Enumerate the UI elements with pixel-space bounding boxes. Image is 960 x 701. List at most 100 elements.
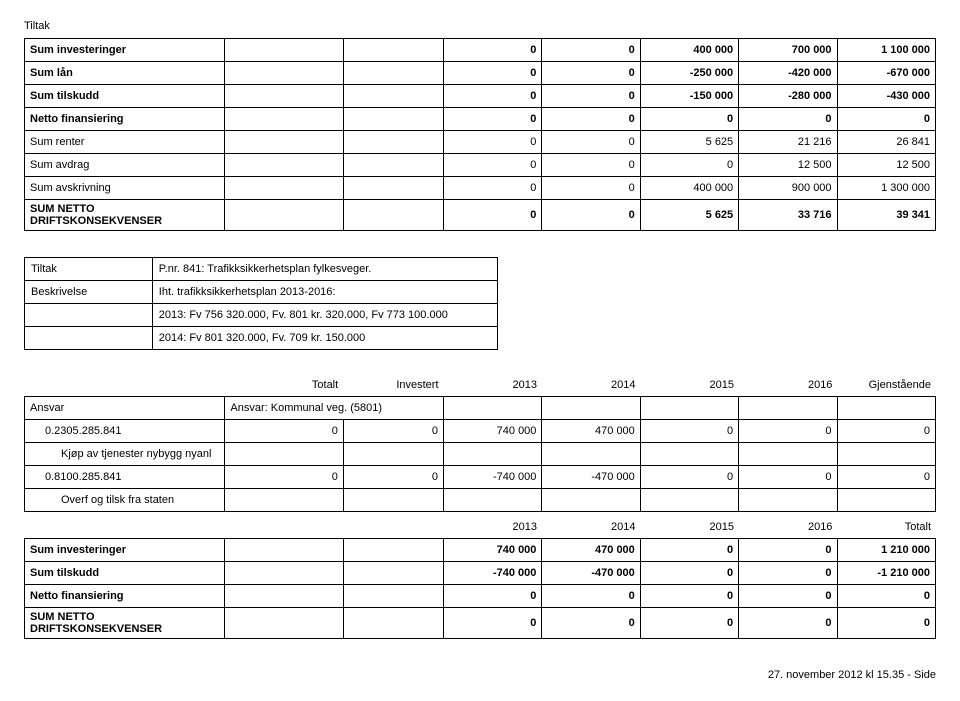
cell: 0 [343, 420, 443, 443]
cell [343, 62, 443, 85]
cell: -280 000 [739, 85, 837, 108]
table-row: 2014: Fv 801 320.000, Fv. 709 kr. 150.00… [25, 327, 498, 350]
ansvar-code: 0.2305.285.841 [25, 420, 225, 443]
cell: 0 [640, 420, 738, 443]
ansvar-code: 0.8100.285.841 [25, 466, 225, 489]
desc-key: Beskrivelse [25, 281, 153, 304]
ansvar-sub-row: Overf og tilsk fra staten [25, 489, 936, 512]
cell: 12 500 [739, 154, 837, 177]
cell [225, 108, 343, 131]
cell: 0 [837, 585, 935, 608]
cell: 0 [444, 200, 542, 231]
table-row: BeskrivelseIht. trafikksikkerhetsplan 20… [25, 281, 498, 304]
cell: -1 210 000 [837, 562, 935, 585]
cell: 21 216 [739, 131, 837, 154]
cell: 0 [542, 62, 640, 85]
description-table: TiltakP.nr. 841: Trafikksikkerhetsplan f… [24, 257, 498, 350]
cell: Sum tilskudd [25, 85, 225, 108]
cell: Sum lån [25, 62, 225, 85]
col-investert: Investert [343, 374, 443, 396]
cell: 1 210 000 [837, 539, 935, 562]
cell [343, 585, 443, 608]
cell: 0 [739, 539, 837, 562]
cell: 0 [542, 200, 640, 231]
cell: 470 000 [542, 539, 640, 562]
cell: 0 [739, 608, 837, 639]
table-row: Sum investeringer740 000470 000001 210 0… [25, 539, 936, 562]
cell [640, 443, 738, 466]
cell: -470 000 [542, 466, 640, 489]
cell: 0 [444, 39, 542, 62]
cell: 0 [640, 108, 738, 131]
cell: 0 [739, 466, 837, 489]
table-row: 2013: Fv 756 320.000, Fv. 801 kr. 320.00… [25, 304, 498, 327]
cell: 400 000 [640, 177, 738, 200]
cell [343, 131, 443, 154]
cell [225, 562, 343, 585]
cell: 39 341 [837, 200, 935, 231]
cell [542, 489, 640, 512]
cell: SUM NETTO DRIFTSKONSEKVENSER [25, 608, 225, 639]
cell: 1 100 000 [837, 39, 935, 62]
cell [837, 443, 935, 466]
cell: 0 [542, 154, 640, 177]
cell: -470 000 [542, 562, 640, 585]
cell [837, 489, 935, 512]
col-2013: 2013 [444, 374, 542, 396]
cell: -150 000 [640, 85, 738, 108]
cell: 5 625 [640, 131, 738, 154]
table-row: Sum investeringer00400 000700 0001 100 0… [25, 39, 936, 62]
cell: 0 [444, 608, 542, 639]
cell: -430 000 [837, 85, 935, 108]
table-row: Sum renter005 62521 21626 841 [25, 131, 936, 154]
cell: Sum avskrivning [25, 177, 225, 200]
cell [225, 154, 343, 177]
page-footer: 27. november 2012 kl 15.35 - Side [24, 669, 936, 681]
cell: -250 000 [640, 62, 738, 85]
cell: 0 [640, 562, 738, 585]
cell [225, 200, 343, 231]
cell: 0 [343, 466, 443, 489]
cell: 740 000 [444, 420, 542, 443]
cell [343, 539, 443, 562]
summary2-header: 2013 2014 2015 2016 Totalt [24, 516, 936, 538]
cell: 900 000 [739, 177, 837, 200]
desc-key: Tiltak [25, 258, 153, 281]
table-row: Sum tilskudd-740 000-470 00000-1 210 000 [25, 562, 936, 585]
cell: 0 [444, 108, 542, 131]
cell [640, 397, 738, 420]
cell: -740 000 [444, 466, 542, 489]
col-2015: 2015 [640, 374, 738, 396]
cell [225, 489, 343, 512]
col2-2014: 2014 [542, 516, 640, 538]
desc-key [25, 327, 153, 350]
table-row: TiltakP.nr. 841: Trafikksikkerhetsplan f… [25, 258, 498, 281]
cell: 0 [444, 585, 542, 608]
cell [343, 562, 443, 585]
cell [225, 85, 343, 108]
cell: Netto finansiering [25, 585, 225, 608]
table-row: Netto finansiering00000 [25, 585, 936, 608]
cell [739, 489, 837, 512]
summary-table-2: Sum investeringer740 000470 000001 210 0… [24, 538, 936, 639]
cell [739, 397, 837, 420]
cell [542, 443, 640, 466]
desc-key [25, 304, 153, 327]
cell: 0 [739, 562, 837, 585]
cell [444, 397, 542, 420]
table-row: Netto finansiering00000 [25, 108, 936, 131]
cell: 0 [739, 585, 837, 608]
cell: 0 [444, 131, 542, 154]
desc-val: Iht. trafikksikkerhetsplan 2013-2016: [152, 281, 497, 304]
cell: 0 [542, 131, 640, 154]
cell: -670 000 [837, 62, 935, 85]
cell: 0 [837, 608, 935, 639]
cell [444, 489, 542, 512]
cell: 0 [542, 39, 640, 62]
cell [343, 39, 443, 62]
cell [225, 177, 343, 200]
cell: 0 [542, 177, 640, 200]
cell: 400 000 [640, 39, 738, 62]
cell [225, 539, 343, 562]
cell [343, 200, 443, 231]
